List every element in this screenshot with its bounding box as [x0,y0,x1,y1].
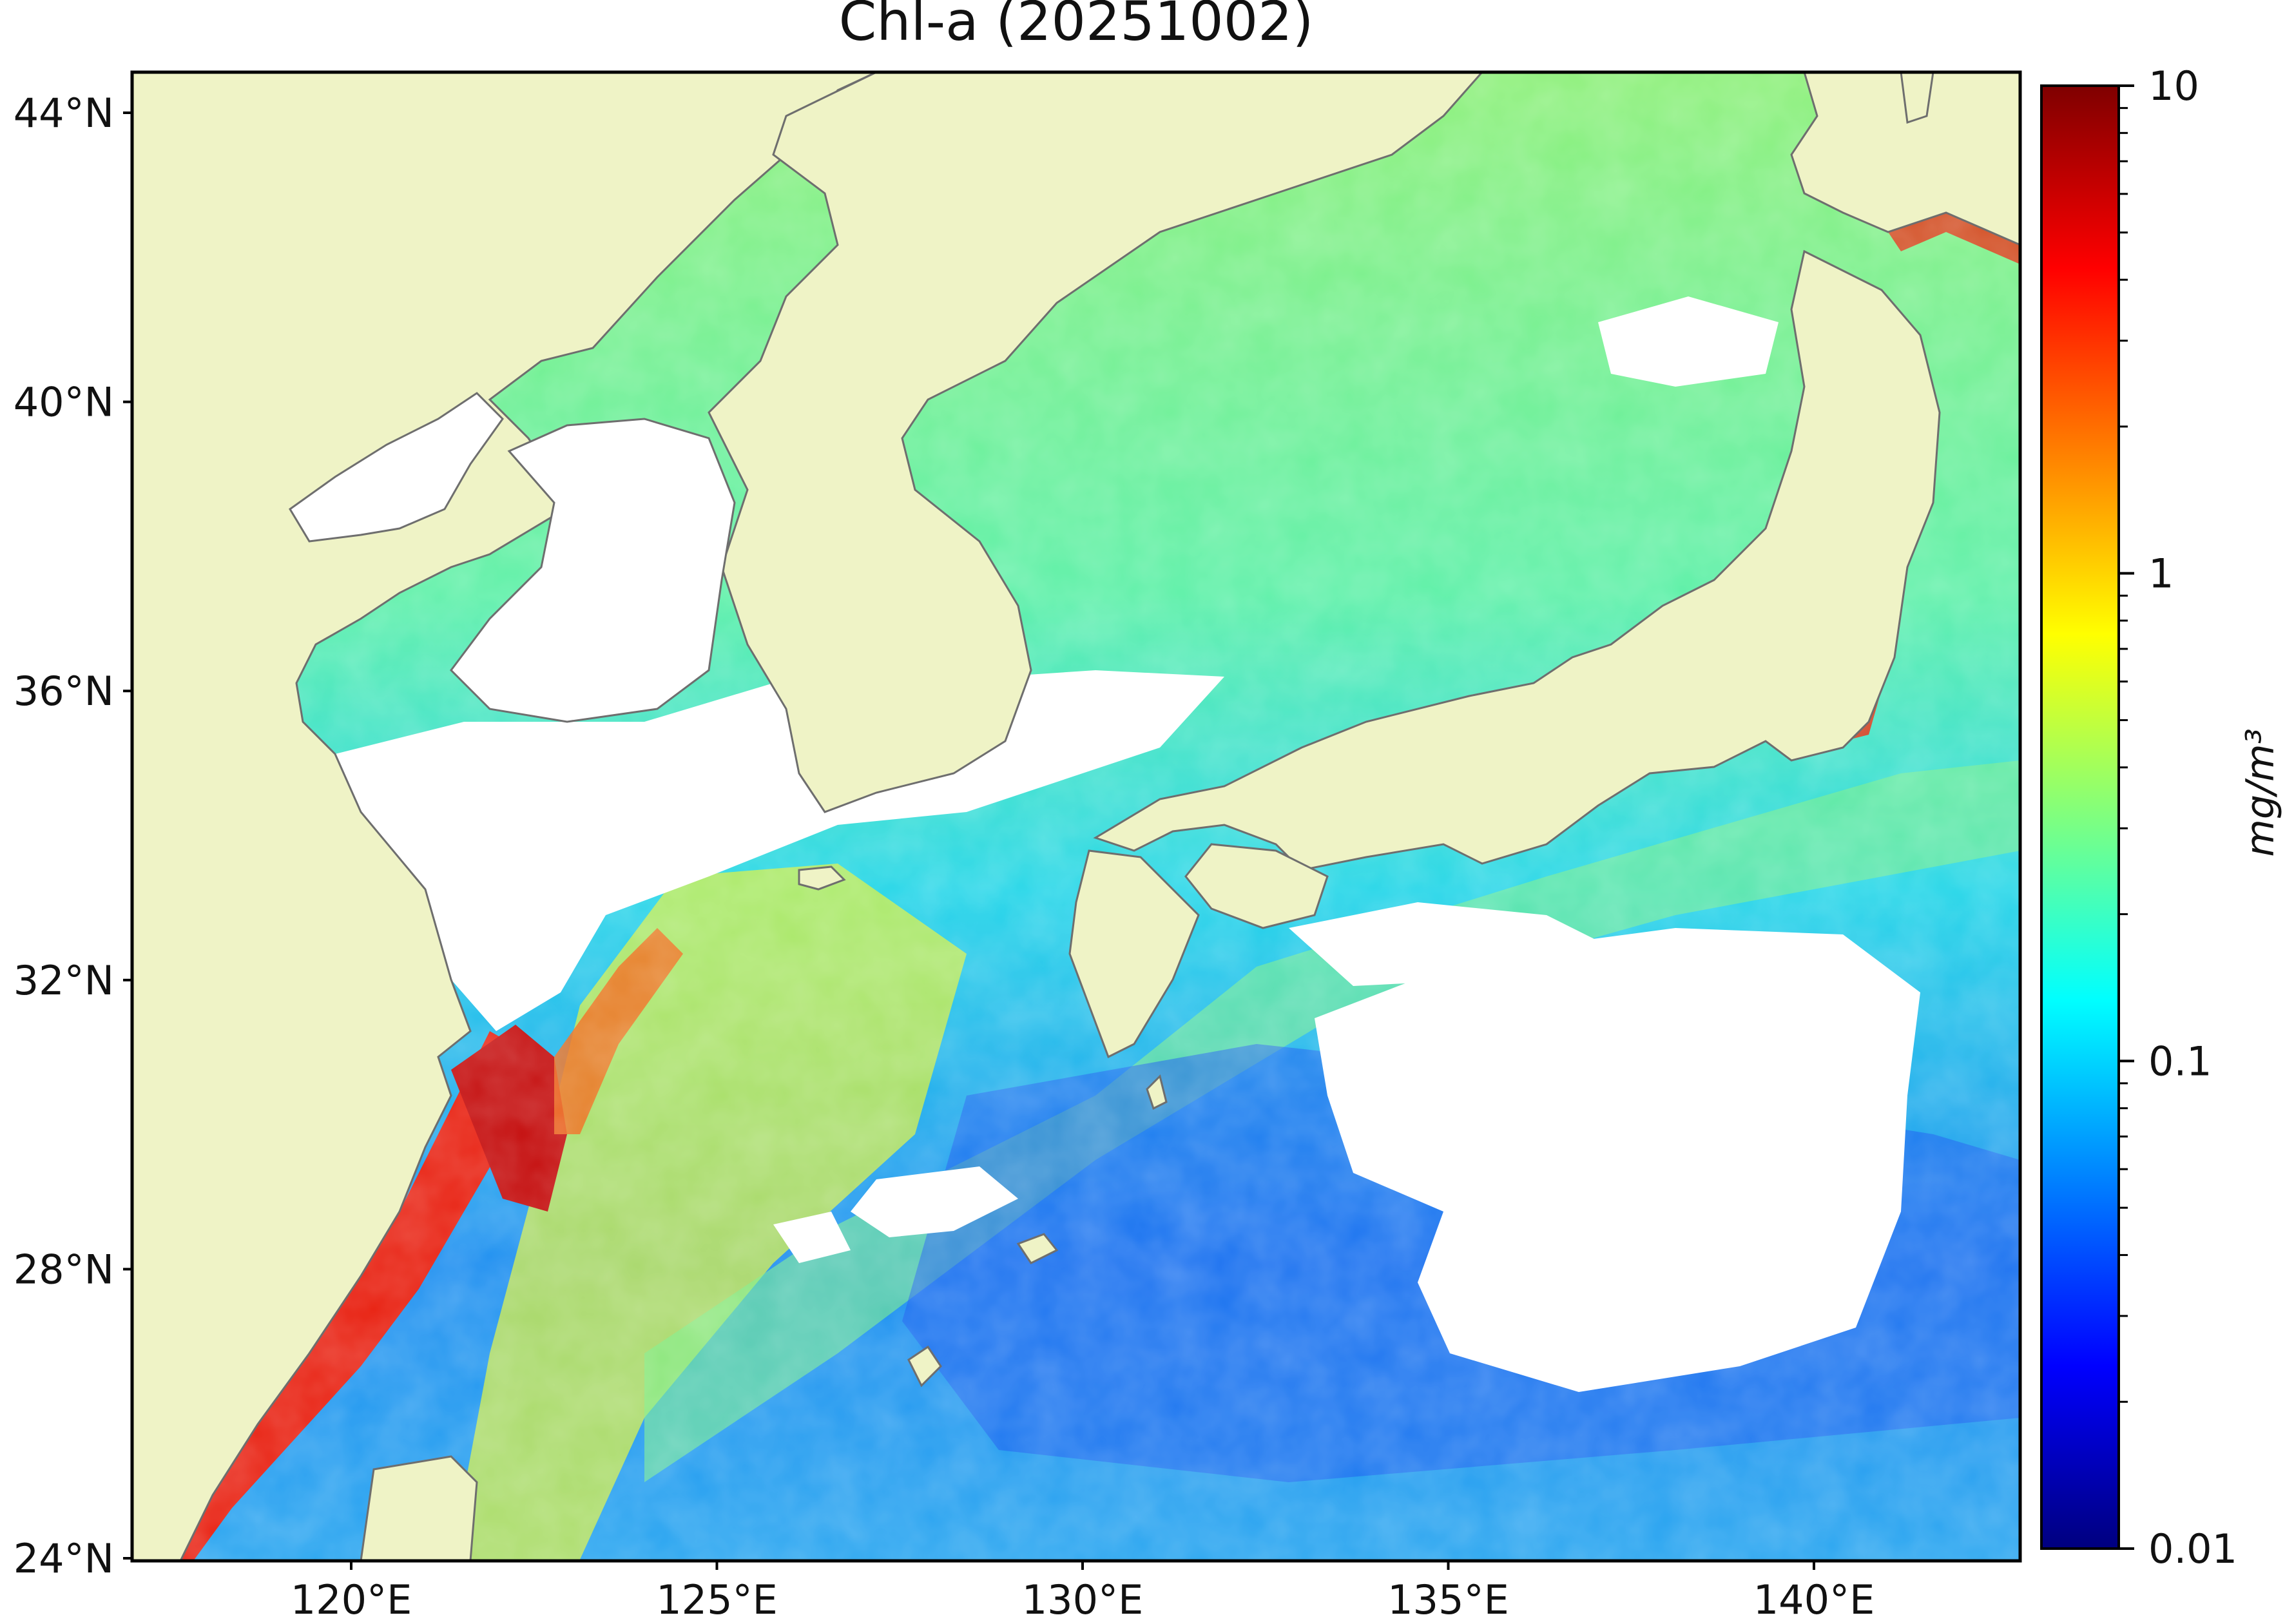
china-mainland [132,72,877,1561]
amami-island [1016,1233,1059,1264]
pacific-cloud-large [1315,928,1920,1392]
map-panel [132,72,2020,1561]
hokkaido [1790,72,2020,246]
lon-tick-label: 120°E [291,1576,412,1623]
pacific-cloud-north [1289,902,1611,986]
lat-tick-label: 28°N [14,1246,114,1293]
colorbar-gradient [2040,84,2120,1550]
colorbar-tick-label: 0.01 [2148,1525,2237,1572]
map-frame [130,70,2022,1563]
colorbar-unit-label: mg/m³ [2238,728,2283,856]
kyushu [1068,849,1200,1059]
east-china-sea-cloud [851,1166,1018,1237]
longitude-axis: 120°E 125°E 130°E 135°E 140°E [291,1561,1875,1623]
taiwan [360,1455,478,1561]
latitude-axis: 44°N 40°N 36°N 32°N 28°N 24°N [14,90,132,1582]
colorbar-tick-label: 10 [2148,63,2199,110]
yellow-sea-no-data [335,670,1224,1031]
colorbar-tick-label: 1 [2148,550,2174,597]
lat-tick-label: 40°N [14,379,114,426]
jeju-island [798,865,846,891]
colorbar-tick-label: 0.1 [2148,1038,2212,1085]
ryukyu-okinawa [907,1345,942,1387]
sakhalin-tip [1900,72,1934,124]
shikoku [1184,843,1329,929]
colorbar: 10 1 0.1 0.01 mg/m³ [2040,63,2283,1572]
east-china-sea-cloud-west [773,1212,851,1263]
lon-tick-label: 125°E [656,1576,778,1623]
lat-tick-label: 44°N [14,90,114,137]
colorbar-ticks: 10 1 0.1 0.01 [2119,63,2237,1572]
land-areas [132,72,2020,1561]
lon-tick-label: 135°E [1387,1576,1509,1623]
lat-tick-label: 24°N [14,1535,114,1582]
lon-tick-label: 130°E [1022,1576,1144,1623]
map-title: Chl-a (20251002) [839,0,1314,53]
lat-tick-label: 32°N [14,957,114,1004]
sea-of-japan-cloud [1598,296,1779,387]
honshu [1093,249,1941,871]
lat-tick-label: 36°N [14,668,114,715]
lon-tick-label: 140°E [1753,1576,1875,1623]
tanegashima [1146,1074,1168,1110]
korea-peninsula [708,72,1484,813]
bohai-sea-no-data [289,392,504,543]
cloud-no-data-areas [335,296,1920,1392]
yellow-sea-west-no-data [450,418,736,723]
